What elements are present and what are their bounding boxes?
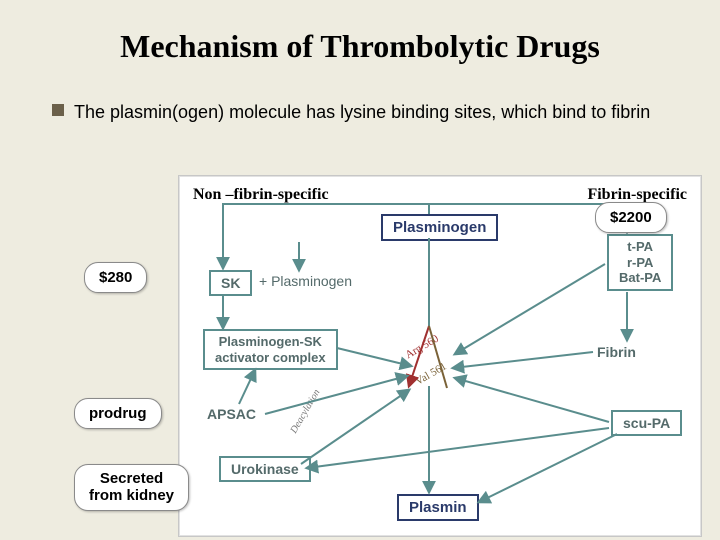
box-scupa: scu-PA bbox=[611, 410, 682, 436]
complex-l1: Plasminogen-SK bbox=[219, 334, 322, 349]
label-val561: Val 561 bbox=[413, 360, 448, 387]
callout-price-high: $2200 bbox=[595, 202, 667, 233]
callout-price-low: $280 bbox=[84, 262, 147, 293]
box-sk: SK bbox=[209, 270, 252, 296]
slide-title: Mechanism of Thrombolytic Drugs bbox=[0, 28, 720, 65]
tpa-l2: r-PA bbox=[627, 255, 653, 270]
slide: Mechanism of Thrombolytic Drugs The plas… bbox=[0, 0, 720, 540]
header-nonspecific: Non –fibrin-specific bbox=[193, 186, 329, 204]
callout-secreted-l2: from kidney bbox=[89, 487, 174, 504]
box-plasmin: Plasmin bbox=[397, 494, 479, 521]
tpa-l3: Bat-PA bbox=[619, 270, 661, 285]
complex-l2: activator complex bbox=[215, 350, 326, 365]
bullet-square-icon bbox=[52, 104, 64, 116]
box-urokinase: Urokinase bbox=[219, 456, 311, 482]
callout-secreted-l1: Secreted bbox=[100, 470, 163, 487]
label-fibrin: Fibrin bbox=[597, 344, 636, 360]
callout-secreted: Secreted from kidney bbox=[74, 464, 189, 511]
bullet-text: The plasmin(ogen) molecule has lysine bi… bbox=[74, 100, 650, 124]
box-complex: Plasminogen-SK activator complex bbox=[203, 329, 338, 370]
bullet-item: The plasmin(ogen) molecule has lysine bi… bbox=[52, 100, 672, 124]
label-arg560: Arg 560 bbox=[403, 333, 440, 361]
box-tpa: t-PA r-PA Bat-PA bbox=[607, 234, 673, 291]
box-plasminogen: Plasminogen bbox=[381, 214, 498, 241]
callout-prodrug: prodrug bbox=[74, 398, 162, 429]
label-apsac: APSAC bbox=[207, 406, 256, 422]
label-plus-plasminogen: + Plasminogen bbox=[259, 273, 352, 289]
label-deacylation: Deacylation bbox=[288, 388, 322, 436]
tpa-l1: t-PA bbox=[627, 239, 653, 254]
